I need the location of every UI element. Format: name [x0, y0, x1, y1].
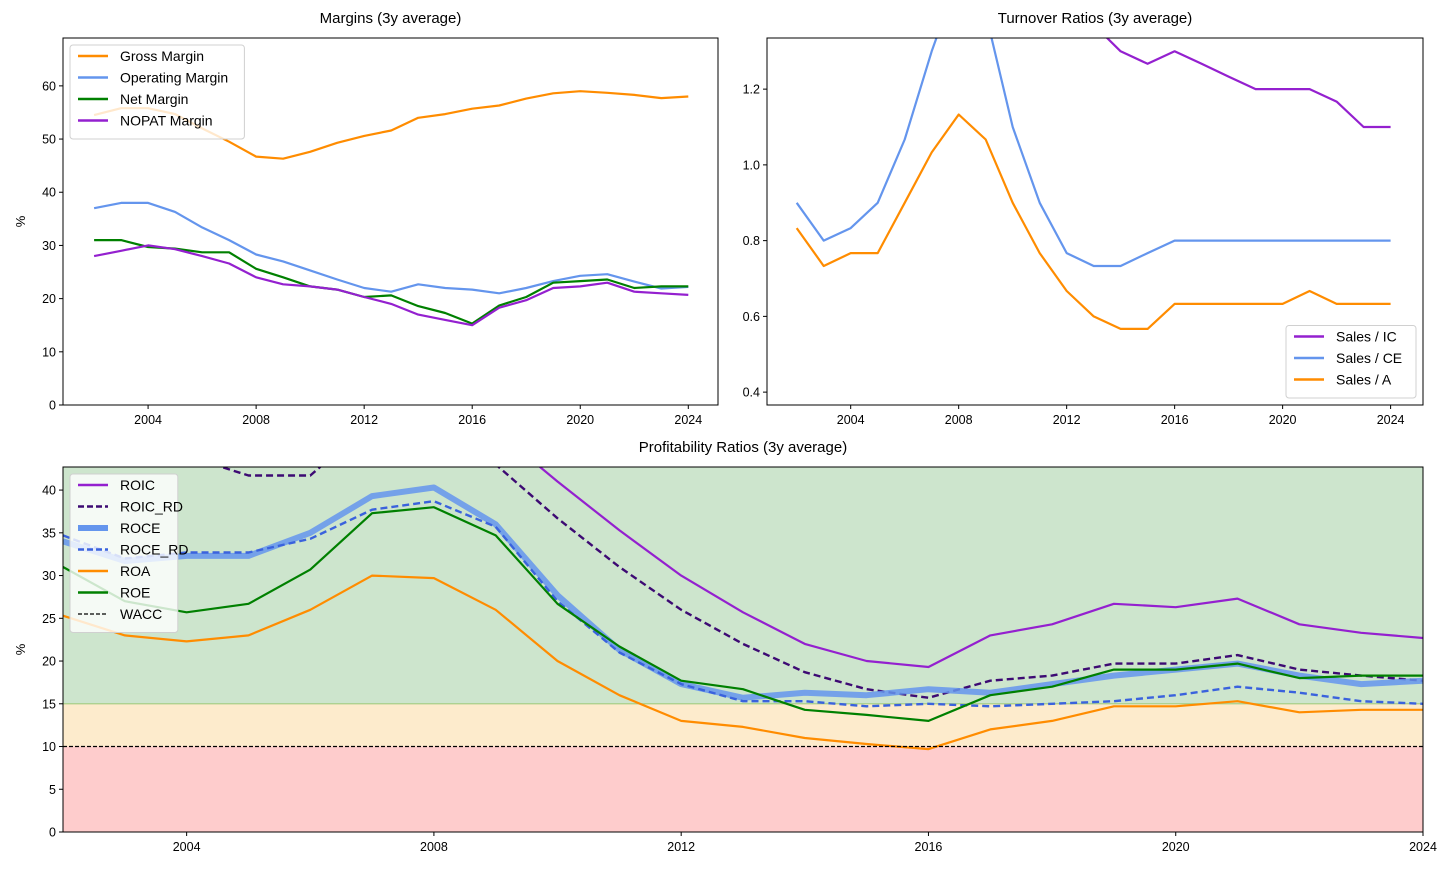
- y-axis-label: %: [13, 215, 28, 227]
- x-tick-label: 2016: [458, 413, 486, 427]
- y-tick-label: 5: [49, 783, 56, 797]
- legend-label: Gross Margin: [120, 48, 204, 64]
- profitability-chart: Profitability Ratios (3y average)% 2004 20…: [13, 439, 1437, 854]
- legend-label: ROIC_RD: [120, 499, 183, 515]
- y-tick-label: 35: [42, 526, 56, 540]
- chart-title: Margins (3y average): [320, 10, 462, 27]
- series-line-roic: [538, 467, 1423, 669]
- x-tick-label: 2024: [1409, 840, 1437, 854]
- series-line-sales-ic: [1105, 38, 1391, 129]
- chart-title: Profitability Ratios (3y average): [639, 439, 847, 456]
- series-line-roce-rd: [63, 500, 1423, 708]
- x-tick-label: 2020: [1162, 840, 1190, 854]
- y-tick-label: 40: [42, 186, 56, 200]
- series-line-roic-rd: [217, 467, 1423, 699]
- legend: ROIC ROIC_RD ROCE ROCE_RD ROA ROE WACC: [69, 473, 188, 633]
- legend-label: ROE: [120, 585, 150, 601]
- y-tick-label: 0: [49, 399, 56, 413]
- legend-label: ROCE_RD: [120, 542, 188, 558]
- x-tick-label: 2020: [566, 413, 594, 427]
- y-tick-label: 1.0: [743, 158, 760, 172]
- band-1: [63, 703, 1423, 747]
- y-tick-label: 40: [42, 484, 56, 498]
- band-2: [63, 467, 1423, 704]
- legend-label: Sales / IC: [1336, 329, 1397, 345]
- legend: Gross Margin Operating Margin Net Margin NO…: [69, 44, 245, 140]
- y-tick-label: 0.8: [743, 234, 760, 248]
- turnover-chart: Turnover Ratios (3y average) 2004 2008 2012…: [743, 10, 1424, 427]
- x-tick-label: 2012: [1053, 413, 1081, 427]
- plot-area: [795, 38, 1391, 330]
- y-tick-label: 15: [42, 697, 56, 711]
- x-tick-label: 2024: [674, 413, 702, 427]
- legend-label: ROA: [120, 563, 151, 579]
- series-line-sales-a: [795, 113, 1391, 330]
- y-tick-label: 20: [42, 655, 56, 669]
- axes-frame: [62, 37, 719, 406]
- x-tick-label: 2004: [173, 840, 201, 854]
- x-tick-label: 2008: [945, 413, 973, 427]
- axes-frame: [766, 37, 1424, 406]
- y-tick-label: 1.2: [743, 83, 760, 97]
- band-0: [63, 746, 1423, 832]
- y-tick-label: 0: [49, 826, 56, 840]
- x-tick-label: 2016: [915, 840, 943, 854]
- legend-label: ROIC: [120, 477, 155, 493]
- x-tick-label: 2016: [1161, 413, 1189, 427]
- y-tick-label: 20: [42, 292, 56, 306]
- legend-label: NOPAT Margin: [120, 113, 213, 129]
- series-line-nopat-margin: [93, 244, 689, 327]
- y-tick-label: 10: [42, 345, 56, 359]
- y-tick-label: 60: [42, 79, 56, 93]
- series-line-net-margin: [94, 239, 689, 325]
- y-tick-label: 30: [42, 569, 56, 583]
- plot-area: [63, 467, 1423, 751]
- x-tick-label: 2020: [1269, 413, 1297, 427]
- x-tick-label: 2008: [420, 840, 448, 854]
- legend-label: ROCE: [120, 520, 160, 536]
- x-tick-label: 2024: [1377, 413, 1405, 427]
- legend-label: Sales / CE: [1336, 350, 1402, 366]
- legend-label: Net Margin: [120, 91, 188, 107]
- x-tick-label: 2004: [837, 413, 865, 427]
- x-tick-label: 2004: [134, 413, 162, 427]
- margins-chart: Margins (3y average)%2004 2008 2012 2016 202…: [13, 10, 719, 427]
- legend-label: Operating Margin: [120, 70, 228, 86]
- legend: Sales / IC Sales / CE Sales / A: [1285, 325, 1417, 399]
- legend-label: WACC: [120, 606, 162, 622]
- y-tick-label: 0.6: [743, 310, 760, 324]
- series-line-sales-ce: [795, 38, 1391, 268]
- x-tick-label: 2008: [242, 413, 270, 427]
- y-tick-label: 25: [42, 612, 56, 626]
- axes-frame: [62, 466, 1424, 833]
- series-line-roe: [63, 506, 1423, 723]
- x-tick-label: 2012: [667, 840, 695, 854]
- legend-label: Sales / A: [1336, 372, 1392, 388]
- y-tick-label: 10: [42, 740, 56, 754]
- chart-title: Turnover Ratios (3y average): [998, 10, 1193, 27]
- series-line-operating-margin: [93, 201, 689, 295]
- y-tick-label: 50: [42, 133, 56, 147]
- x-tick-label: 2012: [350, 413, 378, 427]
- series-line-roa: [63, 574, 1423, 751]
- y-tick-label: 30: [42, 239, 56, 253]
- y-axis-label: %: [13, 643, 28, 655]
- y-tick-label: 0.4: [743, 386, 760, 400]
- legend-box: [69, 44, 245, 140]
